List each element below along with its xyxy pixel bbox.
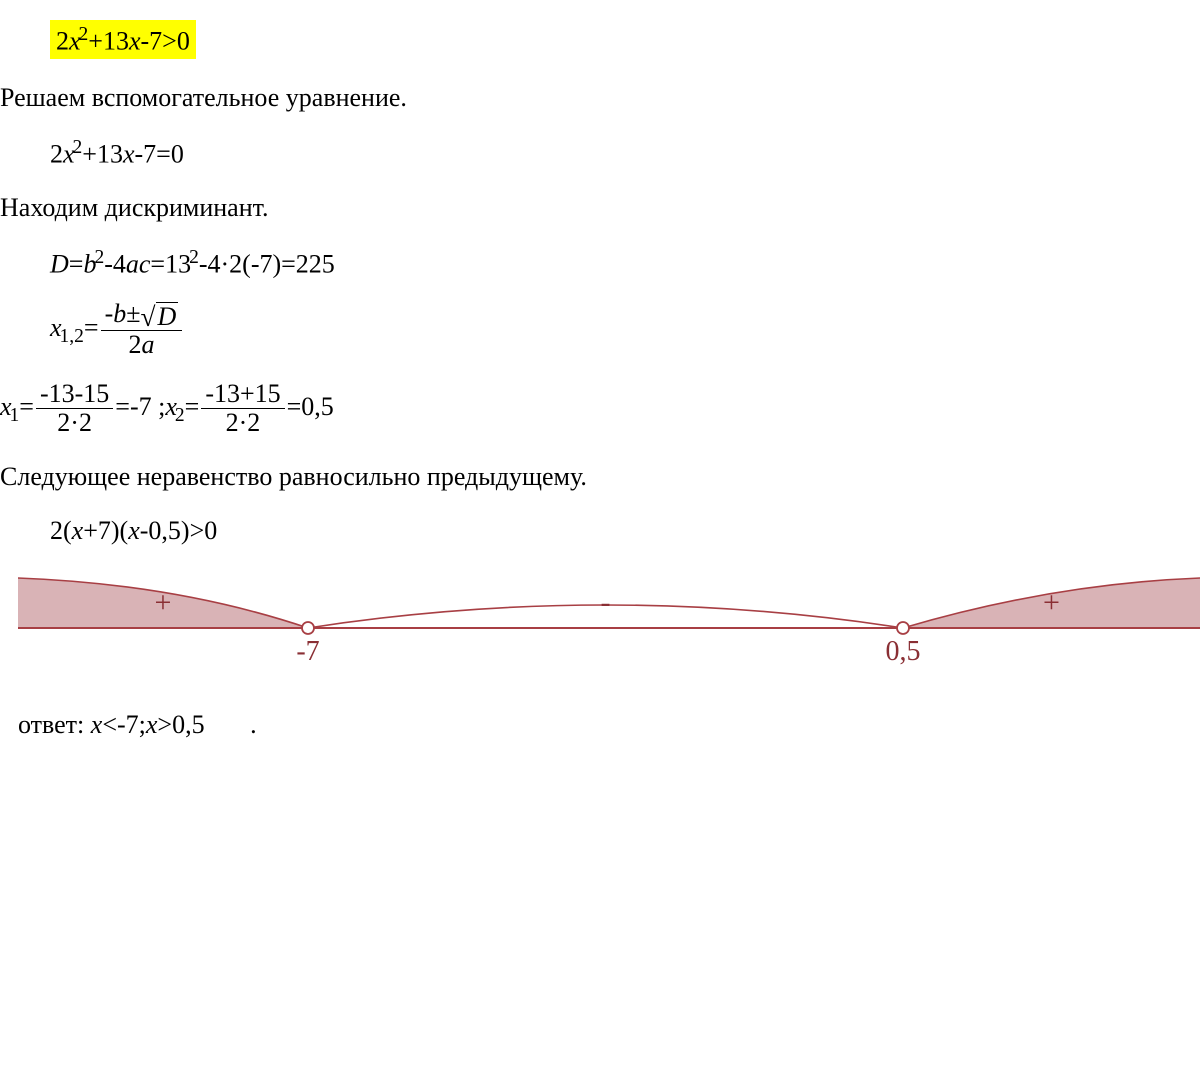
var-a: a <box>141 330 154 359</box>
answer-prefix: ответ: <box>18 710 91 739</box>
two: 2 <box>128 330 141 359</box>
svg-text:-7: -7 <box>296 636 319 667</box>
sign-diagram: + - + -7 0,5 <box>18 566 1200 686</box>
exponent: 2 <box>73 137 83 158</box>
exponent: 2 <box>94 247 104 268</box>
result: =0,5 <box>287 392 334 421</box>
sign-diagram-svg: + - + -7 0,5 <box>18 566 1200 686</box>
svg-text:0,5: 0,5 <box>886 636 921 667</box>
eq: = <box>69 250 84 279</box>
highlight-box: 2x2+13x-7>0 <box>50 20 196 59</box>
tail: -7=0 <box>135 139 184 168</box>
math-document: 2x2+13x-7>0 Решаем вспомогательное уравн… <box>0 20 1200 740</box>
answer-line: ответ: x<-7;x>0,5 . <box>0 710 1200 740</box>
var-c: c <box>139 250 151 279</box>
result: =-7 ; <box>115 392 165 421</box>
var-x: x <box>129 27 141 56</box>
var-D: D <box>50 250 69 279</box>
fraction: -b±√D 2a <box>101 300 183 360</box>
tail: -4·2(-7)=225 <box>199 250 335 279</box>
fraction-x2: -13+15 2·2 <box>201 380 284 438</box>
eq: = <box>19 392 34 421</box>
tail: -7>0 <box>141 27 190 56</box>
roots-formula: x1,2= -b±√D 2a <box>0 300 1200 360</box>
svg-text:-: - <box>601 586 611 619</box>
exponent: 2 <box>189 247 199 268</box>
svg-text:+: + <box>155 586 172 619</box>
roots-values: x1= -13-15 2·2 =-7 ;x2= -13+15 2·2 =0,5 <box>0 380 1200 438</box>
inequality-highlighted: 2x2+13x-7>0 <box>0 20 1200 59</box>
fraction-numerator: -13+15 <box>201 380 284 410</box>
fraction-numerator: -b±√D <box>101 300 183 331</box>
step-text-2: Находим дискриминант. <box>0 193 1200 223</box>
fraction-numerator: -13-15 <box>36 380 113 410</box>
fraction-denominator: 2·2 <box>36 409 113 438</box>
eq: = <box>185 392 200 421</box>
step-text-1: Решаем вспомогательное уравнение. <box>0 83 1200 113</box>
discriminant-line: D=b2-4ac=132-4·2(-7)=225 <box>0 247 1200 280</box>
fraction-denominator: 2a <box>101 331 183 360</box>
var-a: a <box>126 250 139 279</box>
subscript: 1 <box>10 405 20 426</box>
subscript: 2 <box>175 405 185 426</box>
eq: = <box>84 313 99 342</box>
step-text-3: Следующее неравенство равносильно предыд… <box>0 462 1200 492</box>
subscript: 1,2 <box>60 326 84 347</box>
eq13: =13 <box>150 250 191 279</box>
exponent: 2 <box>79 24 89 45</box>
var-x: x <box>123 139 135 168</box>
term: +13 <box>88 27 129 56</box>
coeff: 2 <box>56 27 69 56</box>
coeff: 2 <box>50 139 63 168</box>
fraction-x1: -13-15 2·2 <box>36 380 113 438</box>
sqrt: √D <box>141 302 179 330</box>
fraction-denominator: 2·2 <box>201 409 284 438</box>
factored-inequality: 2(x+7)(x-0,5)>0 <box>0 516 1200 546</box>
answer-suffix: . <box>205 710 257 739</box>
var-D: D <box>158 302 177 331</box>
auxiliary-equation: 2x2+13x-7=0 <box>0 137 1200 170</box>
svg-text:+: + <box>1043 586 1060 619</box>
term: +13 <box>82 139 123 168</box>
minus4: -4 <box>104 250 126 279</box>
